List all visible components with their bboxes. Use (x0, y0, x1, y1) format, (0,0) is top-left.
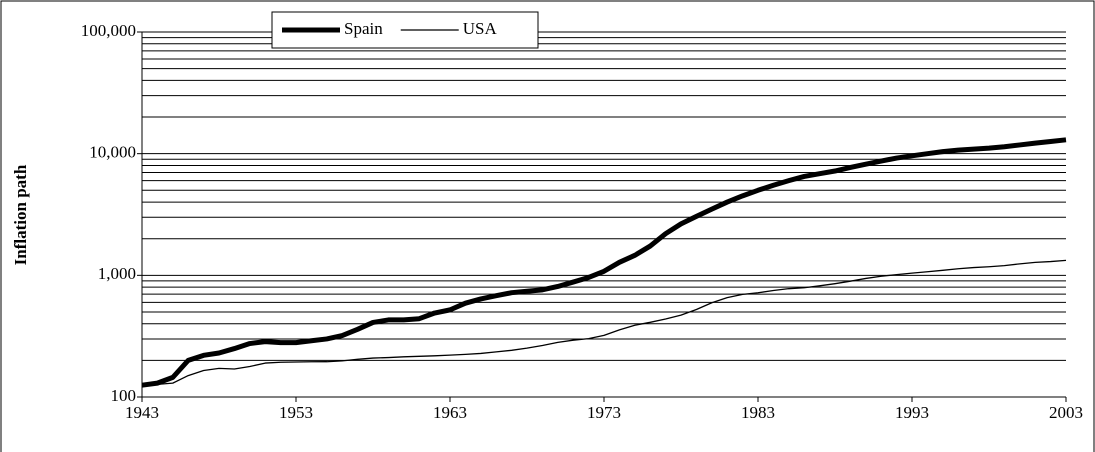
legend-label: USA (463, 19, 498, 38)
y-tick-label: 1,000 (98, 264, 136, 283)
y-tick-label: 10,000 (89, 143, 136, 162)
x-tick-label: 1943 (125, 403, 159, 422)
legend-label: Spain (344, 19, 383, 38)
y-axis-label: Inflation path (11, 164, 30, 265)
x-tick-label: 2003 (1049, 403, 1083, 422)
x-tick-label: 1993 (895, 403, 929, 422)
x-tick-label: 1973 (587, 403, 621, 422)
x-tick-label: 1983 (741, 403, 775, 422)
y-tick-label: 100 (111, 386, 137, 405)
series-line (141, 137, 1067, 388)
x-tick-label: 1953 (279, 403, 313, 422)
y-tick-label: 100,000 (81, 21, 136, 40)
x-tick-label: 1963 (433, 403, 467, 422)
series-line (141, 259, 1067, 386)
